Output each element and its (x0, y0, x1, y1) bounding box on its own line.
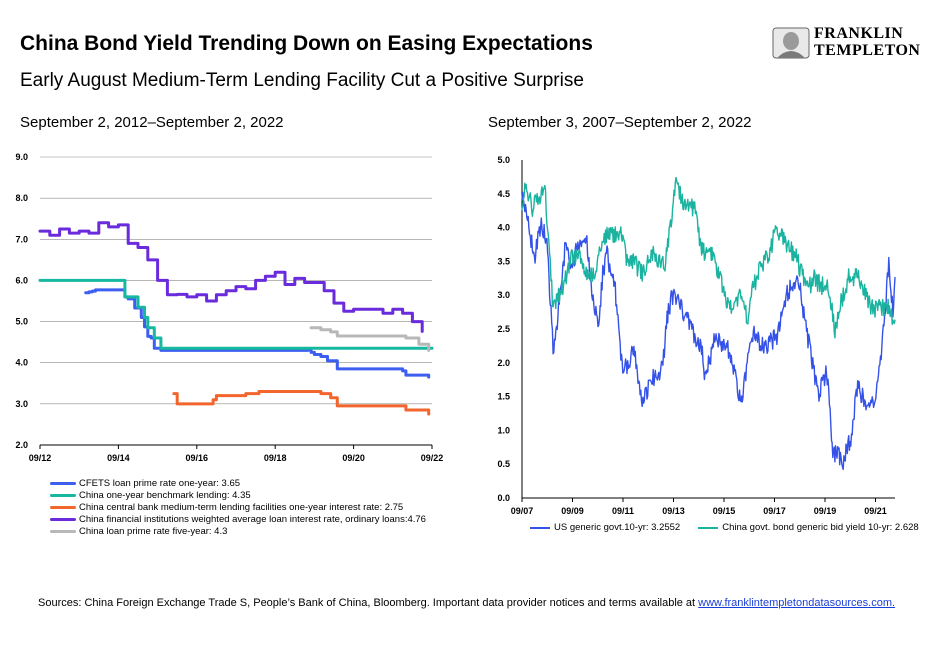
left-date-range: September 2, 2012–September 2, 2022 (20, 114, 284, 131)
right-bond-yield-chart: 5.0 4.5 4.0 3.5 3.0 2.5 2.0 1.5 1.0 0.5 0.009/07 09… (497, 155, 896, 516)
legend-item: China financial institutions weighted av… (50, 513, 426, 525)
legend-label: China financial institutions weighted av… (79, 513, 426, 525)
y-tick-label: 1.5 (497, 392, 510, 402)
left-chart-legend: CFETS loan prime rate one-year: 3.65 Chin… (50, 477, 426, 537)
series-line-1 (521, 191, 896, 471)
x-tick-label: 09/17 (763, 506, 786, 516)
y-tick-label: 8.0 (15, 193, 28, 203)
legend-item: China central bank medium-term lending f… (50, 501, 426, 513)
y-tick-label: 4.0 (15, 358, 28, 368)
left-rates-chart: 9.0 8.0 7.0 6.0 5.0 4.0 3.0 2.009/12 09/14 09/16 0… (15, 152, 444, 463)
y-tick-label: 0.0 (497, 493, 510, 503)
y-tick-label: 1.0 (497, 425, 510, 435)
legend-swatch (50, 529, 76, 533)
legend-swatch (530, 526, 550, 529)
source-note: Sources: China Foreign Exchange Trade S,… (38, 597, 895, 609)
legend-swatch (50, 493, 76, 497)
chart-subtitle: Early August Medium-Term Lending Facilit… (20, 70, 584, 91)
portrait-seal-icon (772, 27, 810, 59)
chart-title: China Bond Yield Trending Down on Easing… (20, 32, 593, 55)
y-tick-label: 7.0 (15, 234, 28, 244)
legend-swatch (50, 505, 76, 509)
y-tick-label: 5.0 (497, 155, 510, 165)
x-tick-label: 09/19 (814, 506, 837, 516)
logo-line-2: TEMPLETON (814, 42, 921, 59)
legend-swatch (50, 517, 76, 521)
legend-label: China govt. bond generic bid yield 10-yr… (722, 522, 919, 533)
series-line-3 (172, 390, 431, 416)
y-tick-label: 2.0 (497, 358, 510, 368)
x-tick-label: 09/21 (864, 506, 887, 516)
x-tick-label: 09/11 (612, 506, 634, 516)
legend-item: China one-year benchmark lending: 4.35 (50, 489, 426, 501)
y-tick-label: 3.5 (497, 256, 510, 266)
x-tick-label: 09/16 (186, 453, 209, 463)
right-date-range: September 3, 2007–September 2, 2022 (488, 114, 752, 131)
y-tick-label: 3.0 (497, 290, 510, 300)
y-tick-label: 4.5 (497, 189, 510, 199)
x-tick-label: 09/09 (561, 506, 584, 516)
series-line-4 (38, 221, 424, 333)
x-tick-label: 09/07 (511, 506, 534, 516)
x-tick-label: 09/14 (107, 453, 130, 463)
source-text: Sources: China Foreign Exchange Trade S,… (38, 597, 699, 609)
legend-swatch (698, 526, 719, 529)
x-tick-label: 09/18 (264, 453, 287, 463)
legend-swatch (50, 481, 76, 485)
legend-label: US generic govt.10-yr: 3.2552 (554, 522, 681, 533)
legend-item: CFETS loan prime rate one-year: 3.65 (50, 477, 426, 489)
legend-label: China one-year benchmark lending: 4.35 (79, 489, 251, 501)
series-line-2 (38, 278, 434, 350)
y-tick-label: 2.0 (15, 440, 28, 450)
y-tick-label: 4.0 (497, 223, 510, 233)
x-tick-label: 09/13 (662, 506, 685, 516)
series-line-5 (309, 326, 431, 352)
source-link[interactable]: www.franklintempletondatasources.com. (698, 597, 896, 609)
legend-label: CFETS loan prime rate one-year: 3.65 (79, 477, 241, 489)
y-tick-label: 5.0 (15, 317, 28, 327)
x-tick-label: 09/20 (342, 453, 365, 463)
legend-label: China central bank medium-term lending f… (79, 501, 404, 513)
legend-item: US generic govt.10-yr: 3.2552 (530, 522, 680, 533)
legend-item: China govt. bond generic bid yield 10-yr… (698, 522, 919, 533)
franklin-templeton-logo: FRANKLIN TEMPLETON (772, 24, 922, 64)
legend-item: China loan prime rate five-year: 4.3 (50, 525, 426, 537)
legend-label: China loan prime rate five-year: 4.3 (79, 525, 228, 537)
y-tick-label: 0.5 (497, 459, 510, 469)
logo-line-1: FRANKLIN (814, 25, 904, 42)
x-tick-label: 09/12 (29, 453, 52, 463)
x-tick-label: 09/15 (713, 506, 736, 516)
y-tick-label: 3.0 (15, 399, 28, 409)
y-tick-label: 6.0 (15, 275, 28, 285)
x-tick-label: 09/22 (421, 453, 444, 463)
series-line-2 (521, 176, 896, 339)
y-tick-label: 2.5 (497, 324, 510, 334)
right-chart-legend: US generic govt.10-yr: 3.2552 China govt.… (530, 522, 919, 533)
y-tick-label: 9.0 (15, 152, 28, 162)
